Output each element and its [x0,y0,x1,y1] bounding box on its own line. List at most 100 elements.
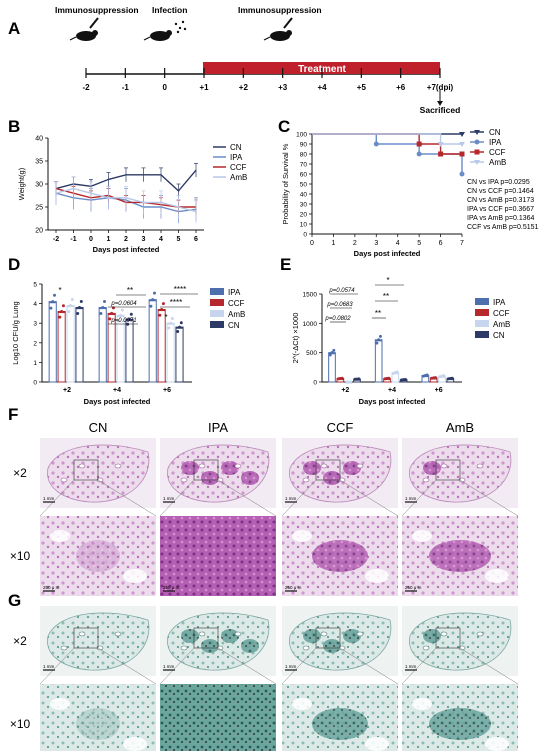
data-point [425,373,429,377]
zoom-connector [97,647,157,685]
zoom-connector [97,479,157,517]
data-point [332,348,336,352]
event-immunosuppression-2: Immunosuppression [238,5,322,15]
zoom-box [315,459,341,481]
legend-label-AmB: AmB [493,320,510,329]
data-point [70,297,74,301]
scale-bar-label: 1 mm [43,496,55,501]
legend-label-IPA: IPA [493,298,506,307]
data-point [161,302,165,306]
lesion [343,629,361,643]
bar-CCF [57,310,66,383]
panel-label-c: C [278,117,290,136]
series-marker [373,141,379,147]
panel-a: A Immunosuppression Infection Immunosupp… [8,5,460,115]
data-point [58,315,62,319]
airway [60,477,68,483]
timeline-tick-label: -1 [122,83,130,92]
significance-label: p=0.0604 [110,301,137,307]
y-tick-label: 4 [33,301,37,308]
data-point [330,351,334,355]
significance-label: * [164,313,167,322]
data-point [348,380,352,384]
airway [476,631,484,637]
scale-bar-label: 250 μ m [285,585,302,590]
bar-CN [125,318,134,383]
x-tick-label: 2 [353,240,357,247]
legend-swatch-IPA [475,298,489,305]
alveolar-space [365,569,389,583]
column-header-CCF: CCF [327,420,354,435]
legend-label-CN: CN [228,321,240,330]
legend-label-IPA: IPA [489,138,502,147]
zoom-connector [39,647,75,685]
timeline-tick-label: +1 [199,83,209,92]
bar-IPA [48,301,57,383]
lesion [221,629,239,643]
legend-label-CCF: CCF [493,309,510,318]
data-point [403,377,407,381]
scale-bar-label: 1 mm [285,496,297,501]
scale-bar-label: 1 mm [163,496,175,501]
x-tick-label: +4 [388,387,396,394]
scale-bar-label: 250 μ m [163,585,180,590]
y-tick-label: 40 [35,136,43,143]
bar-AmB [116,314,125,383]
alveolar-space [123,569,147,583]
airway [440,631,448,637]
y-tick-label: 0 [303,232,307,239]
legend-label-IPA: IPA [230,153,243,162]
chart-expression: 0 500 1000 1500 2^(-ΔCt) ×1000 Days post infe… [291,276,510,406]
bar-AmB [166,322,175,383]
zoom-connector [339,479,399,517]
x-tick-label: +6 [435,387,443,394]
data-point [450,376,454,380]
data-point [151,298,155,302]
y-tick-label: 90 [300,142,308,149]
x-tick-label: -1 [70,236,76,243]
y-axis-label: Log10 CFU/g Lung [11,301,20,364]
scale-bar-label: 1 mm [43,664,55,669]
column-header-CN: CN [89,420,108,435]
zoom-connector [401,647,437,685]
lesion [241,471,259,485]
x-tick-label: 7 [460,240,464,247]
sacrificed-arrowhead [437,101,443,106]
lesion-detail [76,540,120,572]
timeline-tick-label: +3 [278,83,288,92]
zoom-connector [459,647,519,685]
significance-label: ** [127,286,133,295]
data-point [442,374,446,378]
series-marker [459,171,465,177]
timeline-tick-label: +4 [317,83,327,92]
legend-label-AmB: AmB [489,158,506,167]
series-line-AmB [312,133,462,145]
scale-bar-label: 1 mm [405,496,417,501]
x-tick-label: +2 [341,387,349,394]
alveolar-space [292,698,312,710]
x-axis-label: Days post infected [354,249,421,258]
y-tick-label: 10 [300,222,308,229]
airway [302,477,310,483]
chart-cfu: 0 1 2 3 4 5 Log10 CFU/g Lung Days post infected… [11,282,245,407]
x-tick-label: -2 [53,236,59,243]
data-point [149,304,153,308]
column-header-AmB: AmB [446,420,474,435]
airway [234,631,242,637]
airway [198,463,206,469]
data-point [69,304,73,308]
event-infection: Infection [152,5,187,15]
zoom-connector [159,647,195,685]
alveolar-space [292,530,312,542]
timeline-tick-label: 0 [162,83,167,92]
lesion [323,639,341,653]
legend-swatch-CCF [210,299,224,306]
lesion-detail [312,540,368,572]
airway [198,631,206,637]
data-point [108,317,112,321]
y-axis-label: Probability of Survival % [281,143,290,224]
zoom-connector [281,647,317,685]
